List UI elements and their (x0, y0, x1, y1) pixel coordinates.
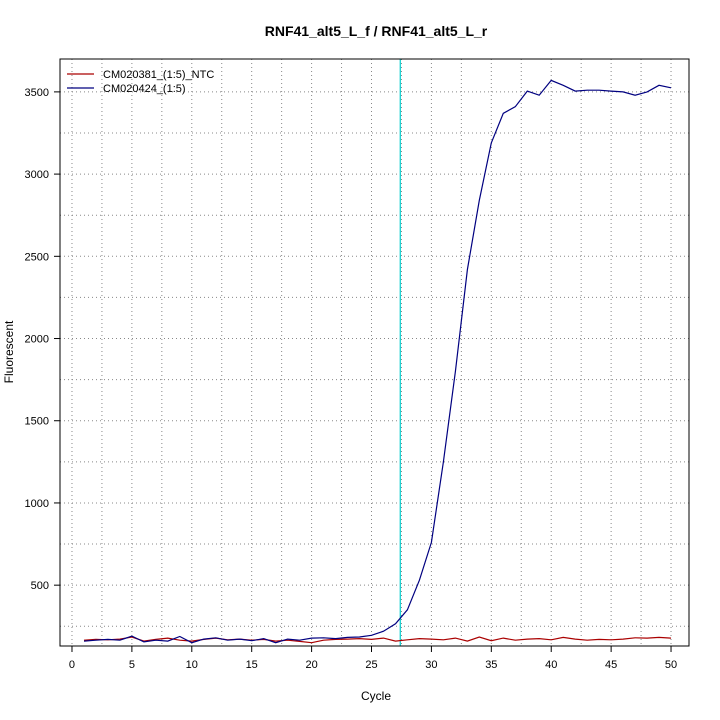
legend: CM020381_(1:5)_NTC CM020424_(1:5) (67, 69, 214, 95)
y-axis-label: Fluorescent (2, 320, 16, 383)
x-axis-label: Cycle (361, 689, 391, 703)
grid (60, 59, 689, 646)
y-tick-label: 500 (31, 580, 49, 592)
x-tick-label: 35 (485, 659, 497, 671)
x-tick-label: 20 (305, 659, 317, 671)
x-tick-label: 25 (365, 659, 377, 671)
x-tick-label: 45 (605, 659, 617, 671)
series-line-1 (83, 636, 672, 644)
series-line-2 (83, 79, 672, 644)
x-tick-label: 15 (246, 659, 258, 671)
x-tick-label: 40 (545, 659, 557, 671)
x-tick-label: 5 (129, 659, 135, 671)
legend-label: CM020424_(1:5) (103, 83, 186, 95)
x-axis: 0 5 10 15 20 25 30 35 40 45 50 (69, 645, 677, 671)
y-tick-label: 1500 (25, 416, 49, 428)
y-tick-label: 3500 (25, 87, 49, 99)
series-layer (83, 79, 672, 644)
x-tick-label: 10 (186, 659, 198, 671)
y-tick-label: 3000 (25, 169, 49, 181)
y-tick-label: 2000 (25, 334, 49, 346)
legend-label: CM020381_(1:5)_NTC (103, 69, 214, 81)
x-tick-label: 30 (425, 659, 437, 671)
y-tick-label: 2500 (25, 251, 49, 263)
y-axis: 500 1000 1500 2000 2500 3000 3500 (25, 87, 61, 592)
x-tick-label: 50 (665, 659, 677, 671)
x-tick-label: 0 (69, 659, 75, 671)
y-tick-label: 1000 (25, 498, 49, 510)
chart-title: RNF41_alt5_L_f / RNF41_alt5_L_r (265, 23, 488, 39)
